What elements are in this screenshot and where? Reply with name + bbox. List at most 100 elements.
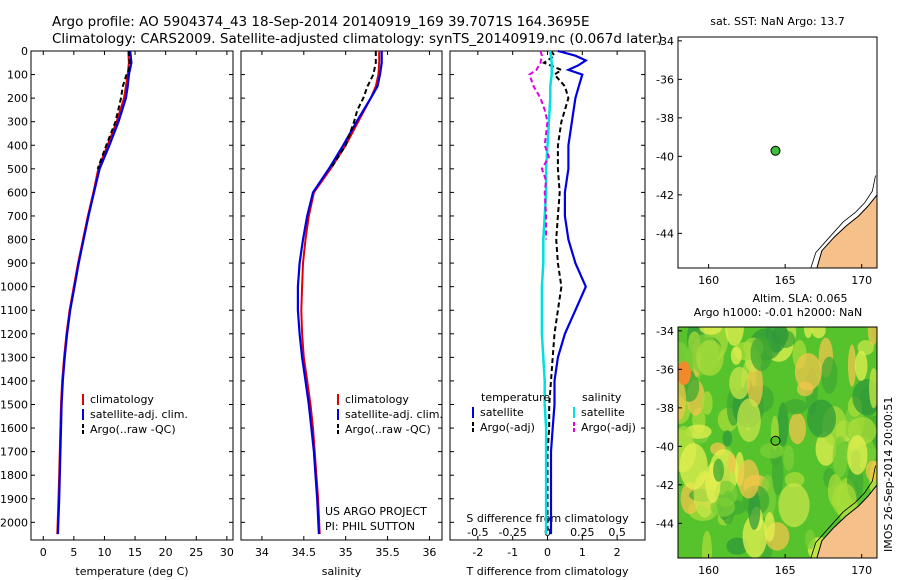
x-tick-label: 36 bbox=[422, 546, 436, 559]
salinity-panel: 34 34.5 35 35.5 36 climatology satellite-adj. … bbox=[240, 50, 443, 578]
salinity-diff-satellite-line bbox=[540, 50, 553, 535]
sla-field-blob bbox=[847, 435, 868, 475]
difference-xlabel: T difference from climatology bbox=[466, 565, 629, 578]
sla-map-title-line1: Altim. SLA: 0.065 bbox=[752, 292, 847, 305]
y-tick-label: 1100 bbox=[0, 304, 28, 317]
map-y-tick-label: -42 bbox=[656, 479, 674, 492]
sla-field-blob bbox=[701, 391, 713, 415]
y-tick-label: 900 bbox=[7, 257, 28, 270]
map-x-tick-label: 170 bbox=[851, 274, 872, 287]
header-line2: Climatology: CARS2009. Satellite-adjuste… bbox=[52, 31, 663, 47]
sla-field-blob bbox=[696, 339, 724, 376]
x-tick-label: -1 bbox=[507, 546, 518, 559]
y-tick-label: 700 bbox=[7, 210, 28, 223]
salinity-argo-line bbox=[329, 51, 377, 170]
salinity-satellite-line bbox=[296, 51, 383, 535]
difference-temperature-legend-entry: satellite bbox=[480, 406, 524, 419]
isobath-line bbox=[810, 175, 876, 268]
map-x-tick-label: 165 bbox=[775, 564, 796, 577]
sla-field-blob bbox=[811, 327, 826, 339]
y-tick-label: 1200 bbox=[0, 328, 28, 341]
sla-field-blob bbox=[869, 368, 877, 409]
x-tick-label: 10 bbox=[97, 546, 111, 559]
sla-field-blob bbox=[847, 344, 857, 387]
map-frame bbox=[677, 36, 878, 269]
map-y-tick-label: -42 bbox=[656, 189, 674, 202]
sst-map-title: sat. SST: NaN Argo: 13.7 bbox=[710, 15, 844, 28]
y-tick-label: 200 bbox=[7, 92, 28, 105]
x-tick-label: 5 bbox=[70, 546, 77, 559]
sla-field-blob bbox=[778, 483, 810, 528]
sla-field-blob bbox=[783, 399, 808, 415]
y-tick-label: 1000 bbox=[0, 281, 28, 294]
salinity-diff-tick-label: 0 bbox=[544, 526, 551, 539]
y-tick-label: 1400 bbox=[0, 375, 28, 388]
difference-legend-title: salinity bbox=[582, 391, 622, 404]
salinity-climatology-line bbox=[300, 51, 381, 535]
sla-field-blob bbox=[867, 327, 877, 346]
imos-timestamp: IMOS 26-Sep-2014 20:00:51 bbox=[882, 397, 895, 552]
sst-map-panel: sat. SST: NaN Argo: 13.7 160 165 170 -34 -36 -… bbox=[656, 15, 878, 287]
sla-field-blob bbox=[699, 327, 723, 335]
sla-field-blob bbox=[854, 350, 868, 381]
temperature-legend-entry: Argo(..raw -QC) bbox=[90, 423, 176, 436]
y-tick-label: 400 bbox=[7, 139, 28, 152]
x-tick-label: 2 bbox=[614, 546, 621, 559]
salinity-annotation-project: US ARGO PROJECT bbox=[325, 505, 427, 518]
float-location-marker bbox=[770, 145, 781, 156]
x-tick-label: 30 bbox=[220, 546, 234, 559]
map-y-tick-label: -34 bbox=[656, 325, 674, 338]
sla-field-blob bbox=[713, 458, 724, 482]
plot-frame bbox=[240, 50, 443, 541]
map-y-tick-label: -38 bbox=[656, 402, 674, 415]
sla-field-blob bbox=[804, 529, 816, 550]
map-y-tick-label: -44 bbox=[656, 227, 674, 240]
salinity-xlabel: salinity bbox=[322, 565, 362, 578]
difference-temperature-legend-entry: Argo(-adj) bbox=[480, 421, 535, 434]
sla-field-blob bbox=[737, 398, 761, 443]
sla-map-title-line2: Argo h1000: -0.01 h2000: NaN bbox=[694, 306, 863, 319]
salinity-legend-entry: satellite-adj. clim. bbox=[345, 408, 443, 421]
sla-field-blob bbox=[865, 460, 877, 482]
map-x-tick-label: 165 bbox=[775, 274, 796, 287]
y-tick-label: 1500 bbox=[0, 398, 28, 411]
y-tick-label: 0 bbox=[21, 45, 28, 58]
temperature-diff-argo-line bbox=[541, 50, 570, 535]
temperature-legend-entry: satellite-adj. clim. bbox=[90, 408, 188, 421]
y-tick-label: 1800 bbox=[0, 469, 28, 482]
y-tick-label: 100 bbox=[7, 69, 28, 82]
sla-field-blob bbox=[804, 327, 813, 339]
sla-field-blob bbox=[729, 366, 750, 400]
map-y-tick-label: -36 bbox=[656, 363, 674, 376]
sla-field-blob bbox=[783, 444, 795, 472]
map-y-tick-label: -40 bbox=[656, 440, 674, 453]
map-y-tick-label: -40 bbox=[656, 150, 674, 163]
y-tick-label: 800 bbox=[7, 234, 28, 247]
sla-field-blob bbox=[831, 482, 857, 517]
y-tick-label: 2000 bbox=[0, 516, 28, 529]
map-x-tick-label: 170 bbox=[851, 564, 872, 577]
land-new-zealand bbox=[816, 191, 877, 268]
y-tick-label: 300 bbox=[7, 116, 28, 129]
x-tick-label: 25 bbox=[189, 546, 203, 559]
difference-salinity-legend-entry: Argo(-adj) bbox=[581, 421, 636, 434]
map-y-tick-label: -38 bbox=[656, 112, 674, 125]
sla-field-blob bbox=[748, 489, 761, 530]
salinity-annotation-pi: PI: PHIL SUTTON bbox=[325, 520, 415, 533]
y-tick-label: 500 bbox=[7, 163, 28, 176]
sla-field-blob bbox=[771, 450, 784, 496]
x-tick-label: 20 bbox=[159, 546, 173, 559]
sla-field-blob bbox=[730, 346, 742, 365]
salinity-diff-tick-label: 0.25 bbox=[570, 526, 595, 539]
y-tick-label: 1900 bbox=[0, 493, 28, 506]
x-tick-label: 1 bbox=[579, 546, 586, 559]
difference-legend-title: temperature bbox=[481, 391, 550, 404]
x-tick-label: -2 bbox=[472, 546, 483, 559]
temperature-panel: 0100200300400500600700800900100011001200… bbox=[0, 45, 234, 578]
y-tick-label: 1700 bbox=[0, 446, 28, 459]
salinity-legend-entry: climatology bbox=[345, 393, 409, 406]
sla-field-blob bbox=[678, 361, 691, 386]
x-tick-label: 15 bbox=[128, 546, 142, 559]
salinity-diff-tick-label: -0.25 bbox=[498, 526, 526, 539]
